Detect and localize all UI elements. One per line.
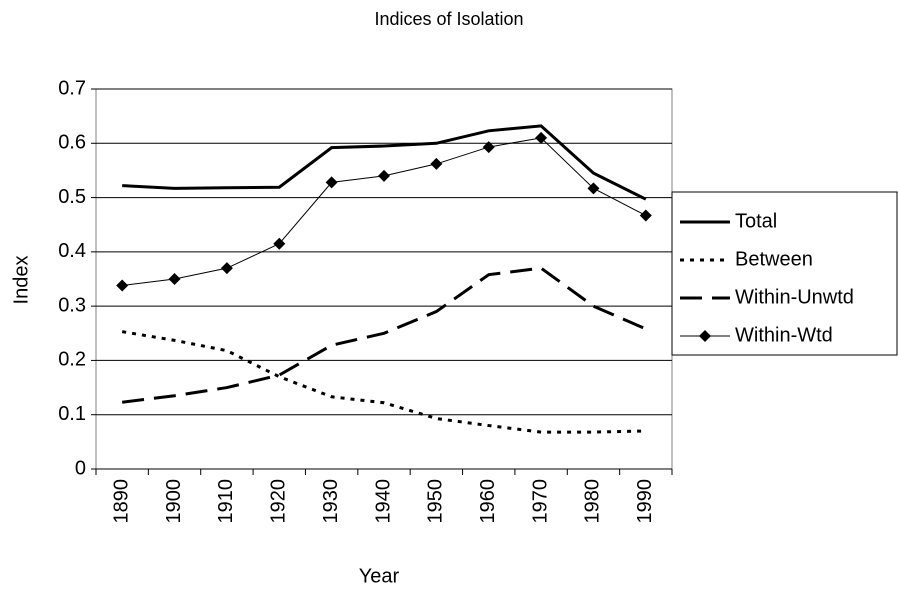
marker [535,131,548,144]
x-tick-label: 1990 [634,479,656,524]
y-tick-label: 0.2 [58,349,86,371]
x-tick-label: 1900 [163,479,185,524]
series-line [121,266,647,404]
x-tick-label: 1950 [425,479,447,524]
marker [587,182,600,195]
marker [639,209,652,222]
y-axis-label: Index [10,256,32,305]
y-tick-label: 0.6 [58,132,86,154]
y-tick-label: 0.4 [58,240,86,262]
marker [168,273,181,285]
legend-label: Between [735,248,813,270]
y-tick-label: 0 [75,457,86,479]
y-tick-label: 0.1 [58,403,86,425]
y-tick-label: 0.7 [58,77,86,99]
legend-marker [699,330,711,342]
marker [116,279,129,292]
marker [220,262,233,275]
x-tick-label: 1940 [372,479,394,524]
x-tick-label: 1910 [215,479,237,524]
marker [378,169,390,182]
x-axis-label: Year [359,565,400,587]
x-tick-label: 1930 [320,479,342,524]
x-tick-label: 1970 [529,479,551,524]
legend-label: Within-Unwtd [735,286,854,308]
marker [273,237,286,250]
x-tick-label: 1890 [110,479,132,524]
marker [430,157,443,170]
series-line [121,330,646,434]
y-tick-label: 0.5 [58,186,86,208]
series-line [122,124,647,201]
marker [325,176,338,189]
x-tick-label: 1980 [582,479,604,524]
y-tick-label: 0.3 [58,294,86,316]
x-tick-label: 1960 [477,479,499,524]
legend-label: Within-Wtd [735,324,833,346]
chart-title: Indices of Isolation [374,9,523,29]
legend [671,191,898,356]
series-line [122,137,647,287]
marker [482,141,495,154]
legend-label: Total [735,210,777,232]
x-tick-label: 1920 [268,479,290,524]
